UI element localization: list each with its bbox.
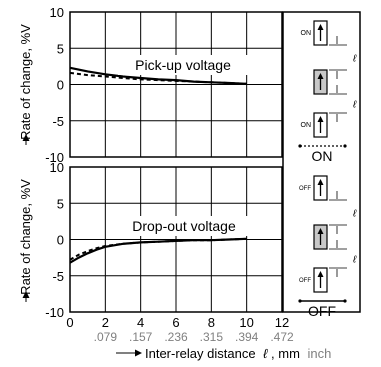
pickup-series-dashed-line [69,71,247,85]
on-relay-label-top: ON [301,30,312,37]
x-tick-label-inch: .157 [129,330,153,344]
dropout-y-tick-label: -5 [52,269,64,284]
x-tick-label-inch: .236 [164,330,188,344]
dropout-y-axis-label: Rate of change, %V [18,179,33,302]
on-distance-symbol: ℓ [352,54,357,65]
pickup-y-tick-label: 0 [57,78,64,93]
x-ticks-mm: 0 2 4 6 8 10 12 [66,315,289,330]
x-tick-label-mm: 8 [208,315,215,330]
on-distance-symbol: ℓ [352,100,357,111]
pickup-chart: 10 5 0 -5 -10 Pick-up voltage [45,5,283,165]
xlabel-unit-inch: inch [308,346,332,361]
dropout-y-tick-label: -10 [45,305,64,320]
on-state-label: ON [312,148,333,164]
x-tick-label-mm: 12 [275,315,289,330]
on-state-dot [298,144,302,148]
xlabel-symbol: ℓ [263,346,268,361]
pickup-title: Pick-up voltage [135,57,231,73]
x-tick-label-mm: 2 [102,315,109,330]
x-tick-label-mm: 4 [137,315,144,330]
dropout-y-tick-label: 0 [57,233,64,248]
dropout-y-ticks: 10 5 0 -5 -10 [45,160,64,320]
dropout-series-group [69,237,247,264]
pickup-y-tick-label: -5 [52,114,64,129]
pickup-ylabel: Rate of change, %V [18,24,33,140]
off-relay-label-top: OFF [299,186,311,192]
x-tick-label-mm: 6 [172,315,179,330]
x-ticks-inch: .079 .157 .236 .315 .394 .472 [94,330,294,344]
off-relay-label-bottom: OFF [299,278,311,284]
on-relay-label-bottom: ON [301,122,312,129]
x-tick-label-mm: 10 [239,315,253,330]
on-state-dot [343,144,347,148]
dropout-y-tick-label: 10 [50,160,64,175]
pickup-y-axis-label: Rate of change, %V [18,24,33,145]
x-tick-label-inch: .079 [94,330,118,344]
x-axis-label: Inter-relay distance ℓ , mm inch [116,346,331,361]
diagram-panel-border [282,11,361,313]
x-tick-label-mm: 0 [66,315,73,330]
pickup-y-tick-label: -10 [45,150,64,165]
off-state-dot [298,299,302,303]
dropout-chart: 10 5 0 -5 -10 Drop-out voltage [45,160,283,320]
off-relay-arrowhead [317,228,324,234]
dropout-title: Drop-out voltage [132,218,236,234]
off-relay-arrowhead [317,179,324,185]
x-tick-label-inch: .394 [235,330,259,344]
xlabel-unit-mm: , mm [271,346,300,361]
pickup-y-tick-label: 5 [57,41,64,56]
pickup-series-group [69,66,247,85]
dropout-gridlines [70,167,282,312]
on-relay-arrowhead [317,73,324,79]
off-diagram: OFF OFF ℓ ℓ OFF [298,175,357,319]
on-relay-arrowhead [317,24,324,30]
off-state-dot [343,299,347,303]
dropout-ylabel: Rate of change, %V [18,179,33,295]
x-tick-label-inch: .315 [200,330,224,344]
on-relay-arrowhead [317,116,324,122]
svg-text:Inter-relay distance ℓ: Inter-relay distance ℓ , mm inch [145,346,331,361]
x-tick-label-inch: .472 [270,330,294,344]
on-diagram: ON ON ℓ ℓ ON [298,20,357,164]
xlabel-text: Inter-relay distance [145,346,256,361]
dropout-y-tick-label: 5 [57,196,64,211]
pickup-y-tick-label: 10 [50,5,64,20]
dropout-series-dashed-line [69,237,247,261]
off-distance-symbol: ℓ [352,255,357,266]
off-state-label: OFF [308,303,336,319]
off-relay-arrowhead [317,271,324,277]
pickup-y-ticks: 10 5 0 -5 -10 [45,5,64,165]
off-distance-symbol: ℓ [352,209,357,220]
pickup-gridlines [70,12,282,157]
